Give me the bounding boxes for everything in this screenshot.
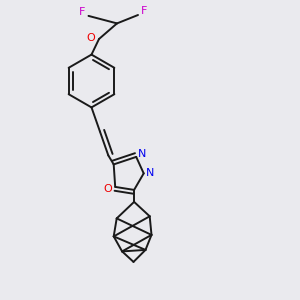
Text: F: F [79, 7, 85, 17]
Text: N: N [146, 168, 154, 178]
Text: N: N [137, 149, 146, 159]
Text: O: O [86, 33, 95, 43]
Text: F: F [141, 6, 147, 16]
Text: O: O [103, 184, 112, 194]
